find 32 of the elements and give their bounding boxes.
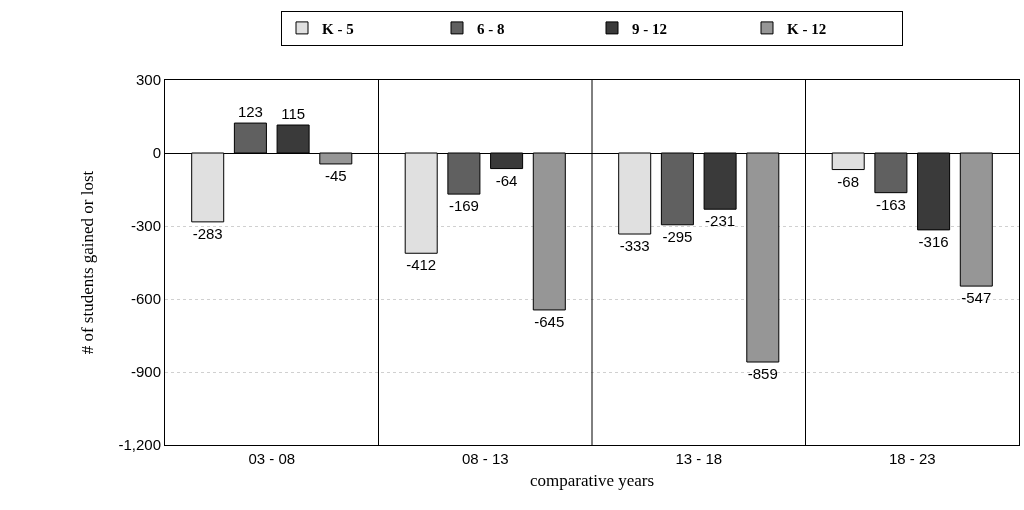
data-label: -231 [705, 212, 736, 230]
x-tick-label: 13 - 18 [675, 450, 723, 467]
data-label: 123 [237, 103, 263, 121]
data-label: 115 [281, 105, 306, 123]
y-tick-label: 0 [152, 144, 161, 162]
y-tick-label: -600 [130, 290, 161, 308]
legend-label: K - 12 [787, 20, 827, 37]
x-tick-label: 18 - 23 [888, 450, 936, 467]
y-tick-label: -300 [130, 217, 161, 235]
data-label: -645 [534, 312, 565, 330]
x-tick-label: 03 - 08 [248, 450, 296, 467]
data-label: -64 [495, 171, 518, 189]
y-tick-label: -1,200 [118, 436, 161, 454]
x-axis-title: comparative years [529, 471, 655, 491]
data-label: -68 [837, 172, 860, 190]
data-label: -412 [406, 256, 437, 274]
data-label: -859 [747, 365, 778, 383]
data-label: -295 [662, 227, 693, 245]
y-tick-label: -900 [130, 363, 161, 381]
legend-label: 9 - 12 [632, 20, 667, 37]
legend-label: K - 5 [322, 20, 354, 37]
y-tick-label: 300 [135, 71, 161, 89]
data-label: -45 [324, 166, 347, 184]
data-label: -316 [918, 232, 949, 250]
x-tick-label: 08 - 13 [461, 450, 509, 467]
data-label: -333 [619, 237, 650, 255]
y-axis-title: # of students gained or lost [78, 170, 97, 355]
legend-label: 6 - 8 [477, 20, 505, 37]
data-label: -163 [875, 195, 906, 213]
data-label: -169 [448, 197, 479, 215]
data-label: -283 [192, 224, 223, 242]
data-label: -547 [961, 289, 992, 307]
